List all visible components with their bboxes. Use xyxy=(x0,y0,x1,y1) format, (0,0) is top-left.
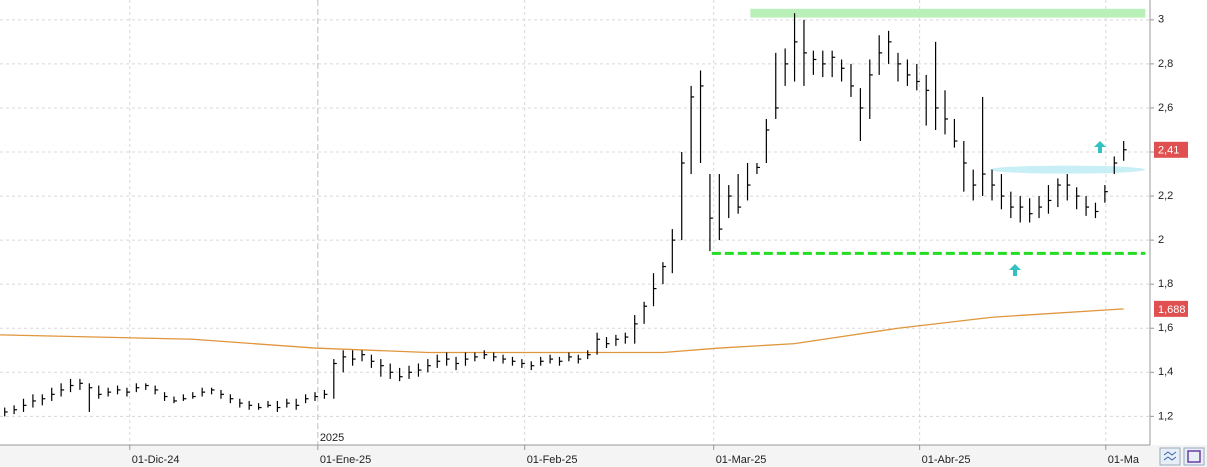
grid xyxy=(0,0,1150,445)
save-button[interactable] xyxy=(1183,447,1205,466)
x-tick-label: 01-Abr-25 xyxy=(922,454,971,466)
x-tick-label: 01-Ma xyxy=(1108,454,1140,466)
year-label: 2025 xyxy=(320,432,344,444)
x-tick-label: 01-Mar-25 xyxy=(716,454,767,466)
price-tag-label: 2,41 xyxy=(1158,145,1179,157)
up-arrow xyxy=(1009,264,1021,276)
x-axis-band xyxy=(0,445,1207,467)
x-tick-label: 01-Ene-25 xyxy=(320,454,371,466)
y-tick-label: 2,6 xyxy=(1158,102,1173,114)
axes: 1,21,41,61,822,22,42,62,8301-Dic-2401-En… xyxy=(129,14,1188,466)
price-tag-label: 1,688 xyxy=(1158,304,1186,316)
up-arrow xyxy=(1094,141,1106,153)
consolidation-zone xyxy=(989,165,1146,174)
price-tag xyxy=(1154,300,1188,317)
zoom-button[interactable] xyxy=(1159,447,1181,466)
zoom-icon xyxy=(1163,451,1177,461)
plot xyxy=(0,13,1127,417)
y-tick-label: 2 xyxy=(1158,234,1164,246)
y-tick-label: 1,4 xyxy=(1158,366,1173,378)
moving-average xyxy=(0,308,1124,354)
x-tick-label: 01-Feb-25 xyxy=(527,454,578,466)
resistance-zone xyxy=(750,8,1146,18)
y-tick-label: 1,2 xyxy=(1158,410,1173,422)
save-icon xyxy=(1187,450,1201,463)
zones xyxy=(711,8,1146,255)
y-tick-label: 1,6 xyxy=(1158,322,1173,334)
y-tick-label: 2,2 xyxy=(1158,190,1173,202)
price-tag xyxy=(1154,141,1188,158)
y-tick-label: 3 xyxy=(1158,14,1164,26)
y-tick-label: 1,8 xyxy=(1158,278,1173,290)
y-tick-label: 2,8 xyxy=(1158,58,1173,70)
x-tick-label: 01-Dic-24 xyxy=(132,454,180,466)
